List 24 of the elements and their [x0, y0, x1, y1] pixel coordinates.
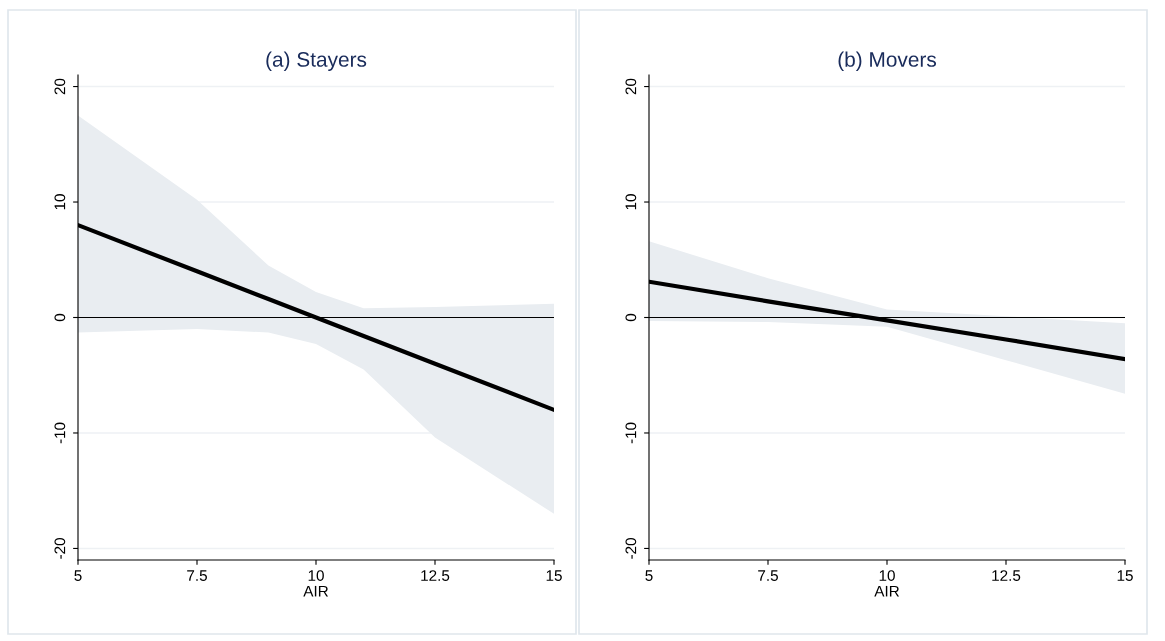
x-tick-label: 15 — [546, 570, 562, 581]
x-tick-label: 12.5 — [421, 570, 450, 581]
x-axis-title: AIR — [303, 585, 329, 597]
x-tick-label: 12.5 — [992, 570, 1021, 581]
x-tick-label: 7.5 — [187, 570, 207, 581]
y-tick-label: 20 — [625, 78, 637, 95]
x-tick-label: 5 — [645, 570, 653, 581]
y-tick-label: -10 — [625, 422, 637, 444]
y-tick-label: 10 — [625, 194, 637, 210]
y-tick-label: -10 — [54, 422, 66, 444]
chart-title: (a) Stayers — [266, 51, 367, 71]
y-tick-label: 10 — [54, 194, 66, 210]
x-tick-label: 5 — [74, 570, 82, 581]
y-tick-label: -20 — [54, 538, 66, 559]
y-tick-label: 0 — [625, 313, 637, 322]
y-tick-label: 0 — [54, 313, 66, 322]
x-tick-label: 10 — [879, 570, 895, 581]
chart-title: (b) Movers — [838, 51, 937, 71]
x-tick-label: 7.5 — [758, 570, 778, 581]
y-tick-label: -20 — [625, 538, 637, 559]
x-axis-title: AIR — [874, 585, 900, 597]
x-tick-label: 15 — [1117, 570, 1133, 581]
y-tick-label: 20 — [54, 78, 66, 95]
x-tick-label: 10 — [308, 570, 324, 581]
